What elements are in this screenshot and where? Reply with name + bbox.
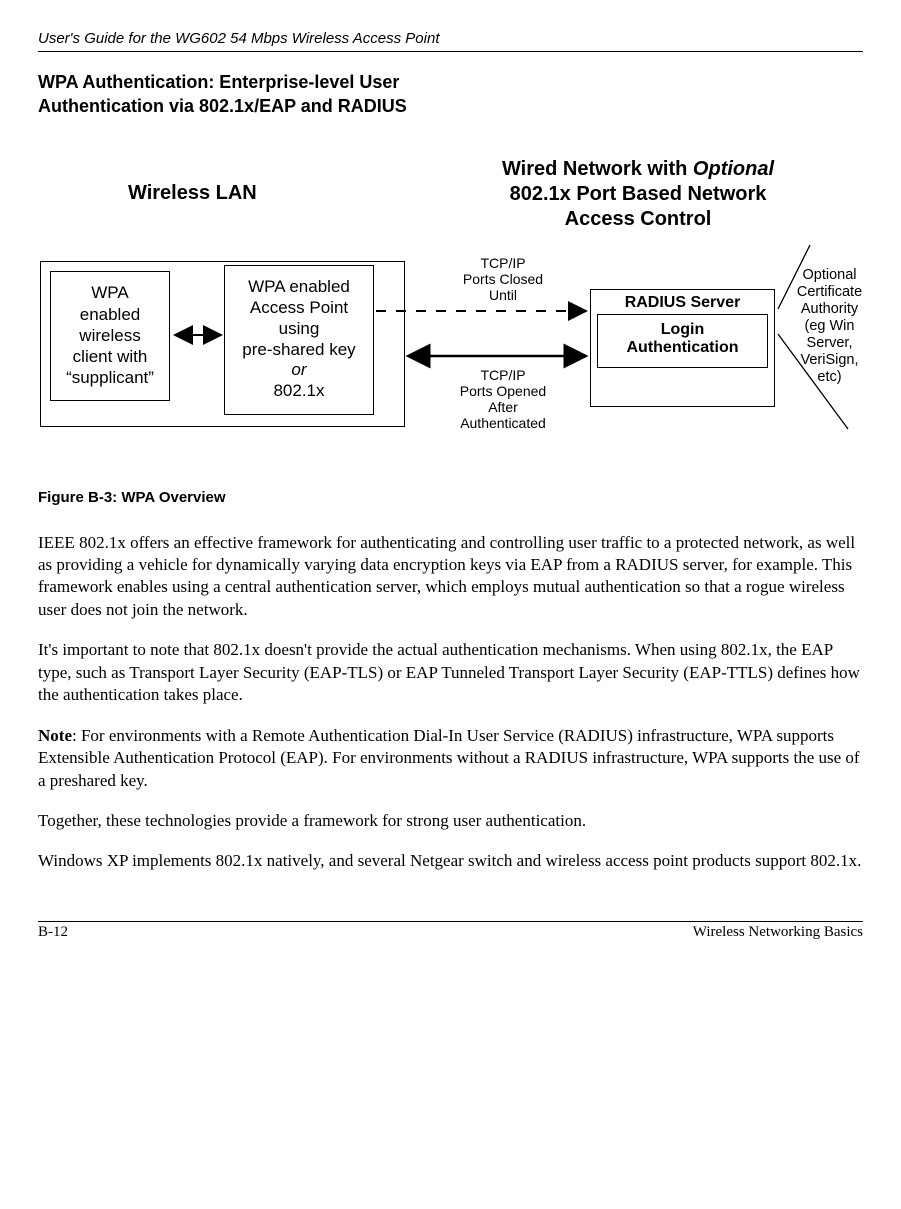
paragraph: Windows XP implements 802.1x natively, a… (38, 850, 863, 872)
section-heading: WPA Authentication: Enterprise-level Use… (38, 70, 863, 119)
login-line: Authentication (627, 339, 739, 356)
heading-line: Authentication via 802.1x/EAP and RADIUS (38, 96, 407, 116)
login-line: Login (661, 321, 705, 338)
wpa-ap-box: WPA enabled Access Point using pre-share… (224, 265, 374, 415)
box-line: WPA (91, 283, 128, 302)
note-prefix: Note (38, 726, 72, 745)
wireless-lan-title: Wireless LAN (128, 182, 257, 205)
paragraph-note: Note: For environments with a Remote Aut… (38, 725, 863, 792)
radius-title: RADIUS Server (591, 290, 774, 314)
label-line: VeriSign, (800, 352, 858, 368)
box-line-italic: or (291, 360, 306, 379)
paragraph: IEEE 802.1x offers an effective framewor… (38, 532, 863, 622)
label-line: (eg Win (805, 318, 855, 334)
box-line: pre-shared key (242, 340, 355, 359)
radius-server-box: RADIUS Server Login Authentication (590, 289, 775, 407)
tcp-closed-label: TCP/IP Ports Closed Until (438, 255, 568, 303)
wired-title-italic: Optional (693, 158, 774, 180)
box-line: “supplicant” (66, 368, 154, 387)
wired-network-title: Wired Network with Optional 802.1x Port … (448, 157, 828, 232)
footer-left: B-12 (38, 924, 68, 941)
figure-caption: Figure B-3: WPA Overview (38, 489, 863, 506)
wired-title-part: Wired Network with (502, 158, 693, 180)
footer-right: Wireless Networking Basics (693, 924, 863, 941)
box-line: 802.1x (273, 381, 324, 400)
wpa-client-box: WPA enabled wireless client with “suppli… (50, 271, 170, 401)
label-line: Authority (801, 301, 858, 317)
label-line: Ports Opened (460, 383, 546, 399)
label-line: Optional (802, 267, 856, 283)
label-line: Server, (807, 335, 853, 351)
box-line: using (279, 319, 320, 338)
label-line: Certificate (797, 284, 862, 300)
wired-title-part: 802.1x Port Based Network (510, 183, 767, 205)
label-line: Ports Closed (463, 271, 543, 287)
guide-title: User's Guide for the WG602 54 Mbps Wirel… (38, 30, 863, 47)
label-line: etc) (817, 369, 841, 385)
footer-rule (38, 921, 863, 922)
optional-ca-label: Optional Certificate Authority (eg Win S… (782, 267, 877, 387)
paragraph: It's important to note that 802.1x doesn… (38, 639, 863, 706)
tcp-opened-label: TCP/IP Ports Opened After Authenticated (438, 367, 568, 431)
note-rest: : For environments with a Remote Authent… (38, 726, 860, 790)
label-line: TCP/IP (480, 367, 525, 383)
heading-line: WPA Authentication: Enterprise-level Use… (38, 72, 399, 92)
page-footer: B-12 Wireless Networking Basics (38, 924, 863, 941)
wired-title-part: Access Control (565, 208, 712, 230)
login-auth-box: Login Authentication (597, 314, 768, 368)
label-line: Until (489, 287, 517, 303)
box-line: enabled (80, 305, 141, 324)
box-line: wireless (79, 326, 140, 345)
header-rule (38, 51, 863, 52)
box-line: WPA enabled (248, 277, 350, 296)
paragraph: Together, these technologies provide a f… (38, 810, 863, 832)
label-line: After (488, 399, 518, 415)
label-line: Authenticated (460, 415, 546, 431)
label-line: TCP/IP (480, 255, 525, 271)
box-line: client with (73, 347, 148, 366)
box-line: Access Point (250, 298, 348, 317)
wpa-overview-diagram: Wireless LAN Wired Network with Optional… (38, 149, 863, 479)
